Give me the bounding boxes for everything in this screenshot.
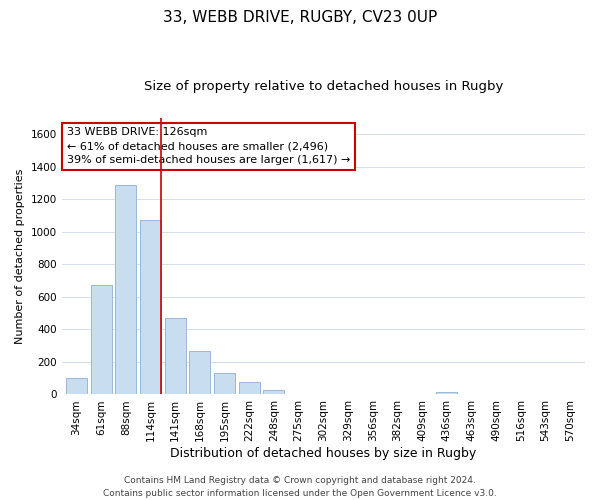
Bar <box>190 352 211 395</box>
Text: Contains HM Land Registry data © Crown copyright and database right 2024.
Contai: Contains HM Land Registry data © Crown c… <box>103 476 497 498</box>
Bar <box>239 382 260 394</box>
Text: 33 WEBB DRIVE: 126sqm
← 61% of detached houses are smaller (2,496)
39% of semi-d: 33 WEBB DRIVE: 126sqm ← 61% of detached … <box>67 128 350 166</box>
Bar <box>165 318 186 394</box>
Bar <box>140 220 161 394</box>
X-axis label: Distribution of detached houses by size in Rugby: Distribution of detached houses by size … <box>170 447 476 460</box>
Y-axis label: Number of detached properties: Number of detached properties <box>15 168 25 344</box>
Text: 33, WEBB DRIVE, RUGBY, CV23 0UP: 33, WEBB DRIVE, RUGBY, CV23 0UP <box>163 10 437 25</box>
Bar <box>91 286 112 395</box>
Bar <box>263 390 284 394</box>
Bar <box>436 392 457 394</box>
Bar <box>214 374 235 394</box>
Bar <box>115 184 136 394</box>
Title: Size of property relative to detached houses in Rugby: Size of property relative to detached ho… <box>143 80 503 93</box>
Bar <box>66 378 87 394</box>
